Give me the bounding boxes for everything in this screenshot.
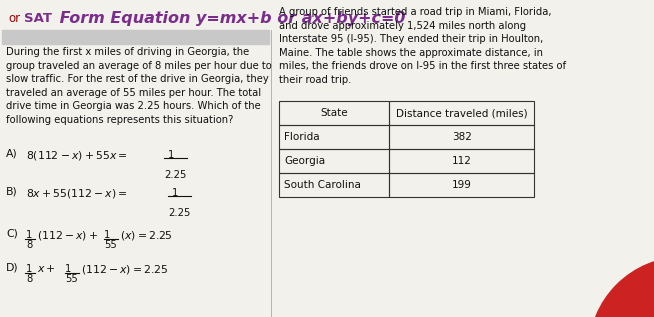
Text: 1: 1 bbox=[172, 188, 179, 198]
Bar bbox=[389, 125, 534, 149]
Text: 2.25: 2.25 bbox=[168, 208, 190, 218]
Bar bbox=[279, 125, 389, 149]
Text: A): A) bbox=[6, 149, 18, 159]
Text: 8: 8 bbox=[26, 240, 32, 250]
Text: 55: 55 bbox=[104, 240, 117, 250]
Text: State: State bbox=[320, 108, 348, 118]
Text: 55: 55 bbox=[65, 274, 78, 284]
Text: $(x)=2.25$: $(x)=2.25$ bbox=[120, 229, 173, 242]
Text: $(112-x)+$: $(112-x)+$ bbox=[37, 229, 98, 242]
Bar bbox=[279, 101, 389, 125]
Bar bbox=[279, 149, 389, 173]
Text: 1: 1 bbox=[168, 150, 175, 160]
Text: 1: 1 bbox=[26, 264, 33, 274]
Text: 382: 382 bbox=[452, 132, 472, 142]
Text: During the first x miles of driving in Georgia, the
group traveled an average of: During the first x miles of driving in G… bbox=[6, 47, 272, 125]
Bar bbox=[389, 101, 534, 125]
Bar bbox=[389, 173, 534, 197]
Text: $x+$: $x+$ bbox=[37, 263, 56, 274]
Bar bbox=[2, 30, 269, 44]
Text: 199: 199 bbox=[452, 180, 472, 190]
Text: South Carolina: South Carolina bbox=[284, 180, 361, 190]
Text: Georgia: Georgia bbox=[284, 156, 326, 166]
Text: Distance traveled (miles): Distance traveled (miles) bbox=[396, 108, 528, 118]
Bar bbox=[279, 173, 389, 197]
Text: Florida: Florida bbox=[284, 132, 320, 142]
Text: 2.25: 2.25 bbox=[164, 170, 186, 180]
Circle shape bbox=[589, 257, 654, 317]
Text: Form Equation y=mx+b or ax+by+c=0: Form Equation y=mx+b or ax+by+c=0 bbox=[54, 11, 405, 27]
Text: or: or bbox=[8, 12, 20, 25]
Text: 1: 1 bbox=[26, 230, 33, 240]
Text: 1: 1 bbox=[104, 230, 111, 240]
Text: 8: 8 bbox=[26, 274, 32, 284]
Text: A group of friends started a road trip in Miami, Florida,
and drove approximatel: A group of friends started a road trip i… bbox=[279, 7, 566, 85]
Text: $(112-x)=2.25$: $(112-x)=2.25$ bbox=[81, 263, 168, 276]
Text: SAT: SAT bbox=[24, 12, 52, 25]
Text: $8x+55(112-x)=$: $8x+55(112-x)=$ bbox=[26, 187, 128, 200]
Text: $8(112-x)+55x=$: $8(112-x)+55x=$ bbox=[26, 149, 128, 162]
Bar bbox=[389, 149, 534, 173]
Text: 112: 112 bbox=[452, 156, 472, 166]
Text: B): B) bbox=[6, 187, 18, 197]
Text: D): D) bbox=[6, 263, 18, 273]
Text: 1: 1 bbox=[65, 264, 71, 274]
Text: C): C) bbox=[6, 229, 18, 239]
